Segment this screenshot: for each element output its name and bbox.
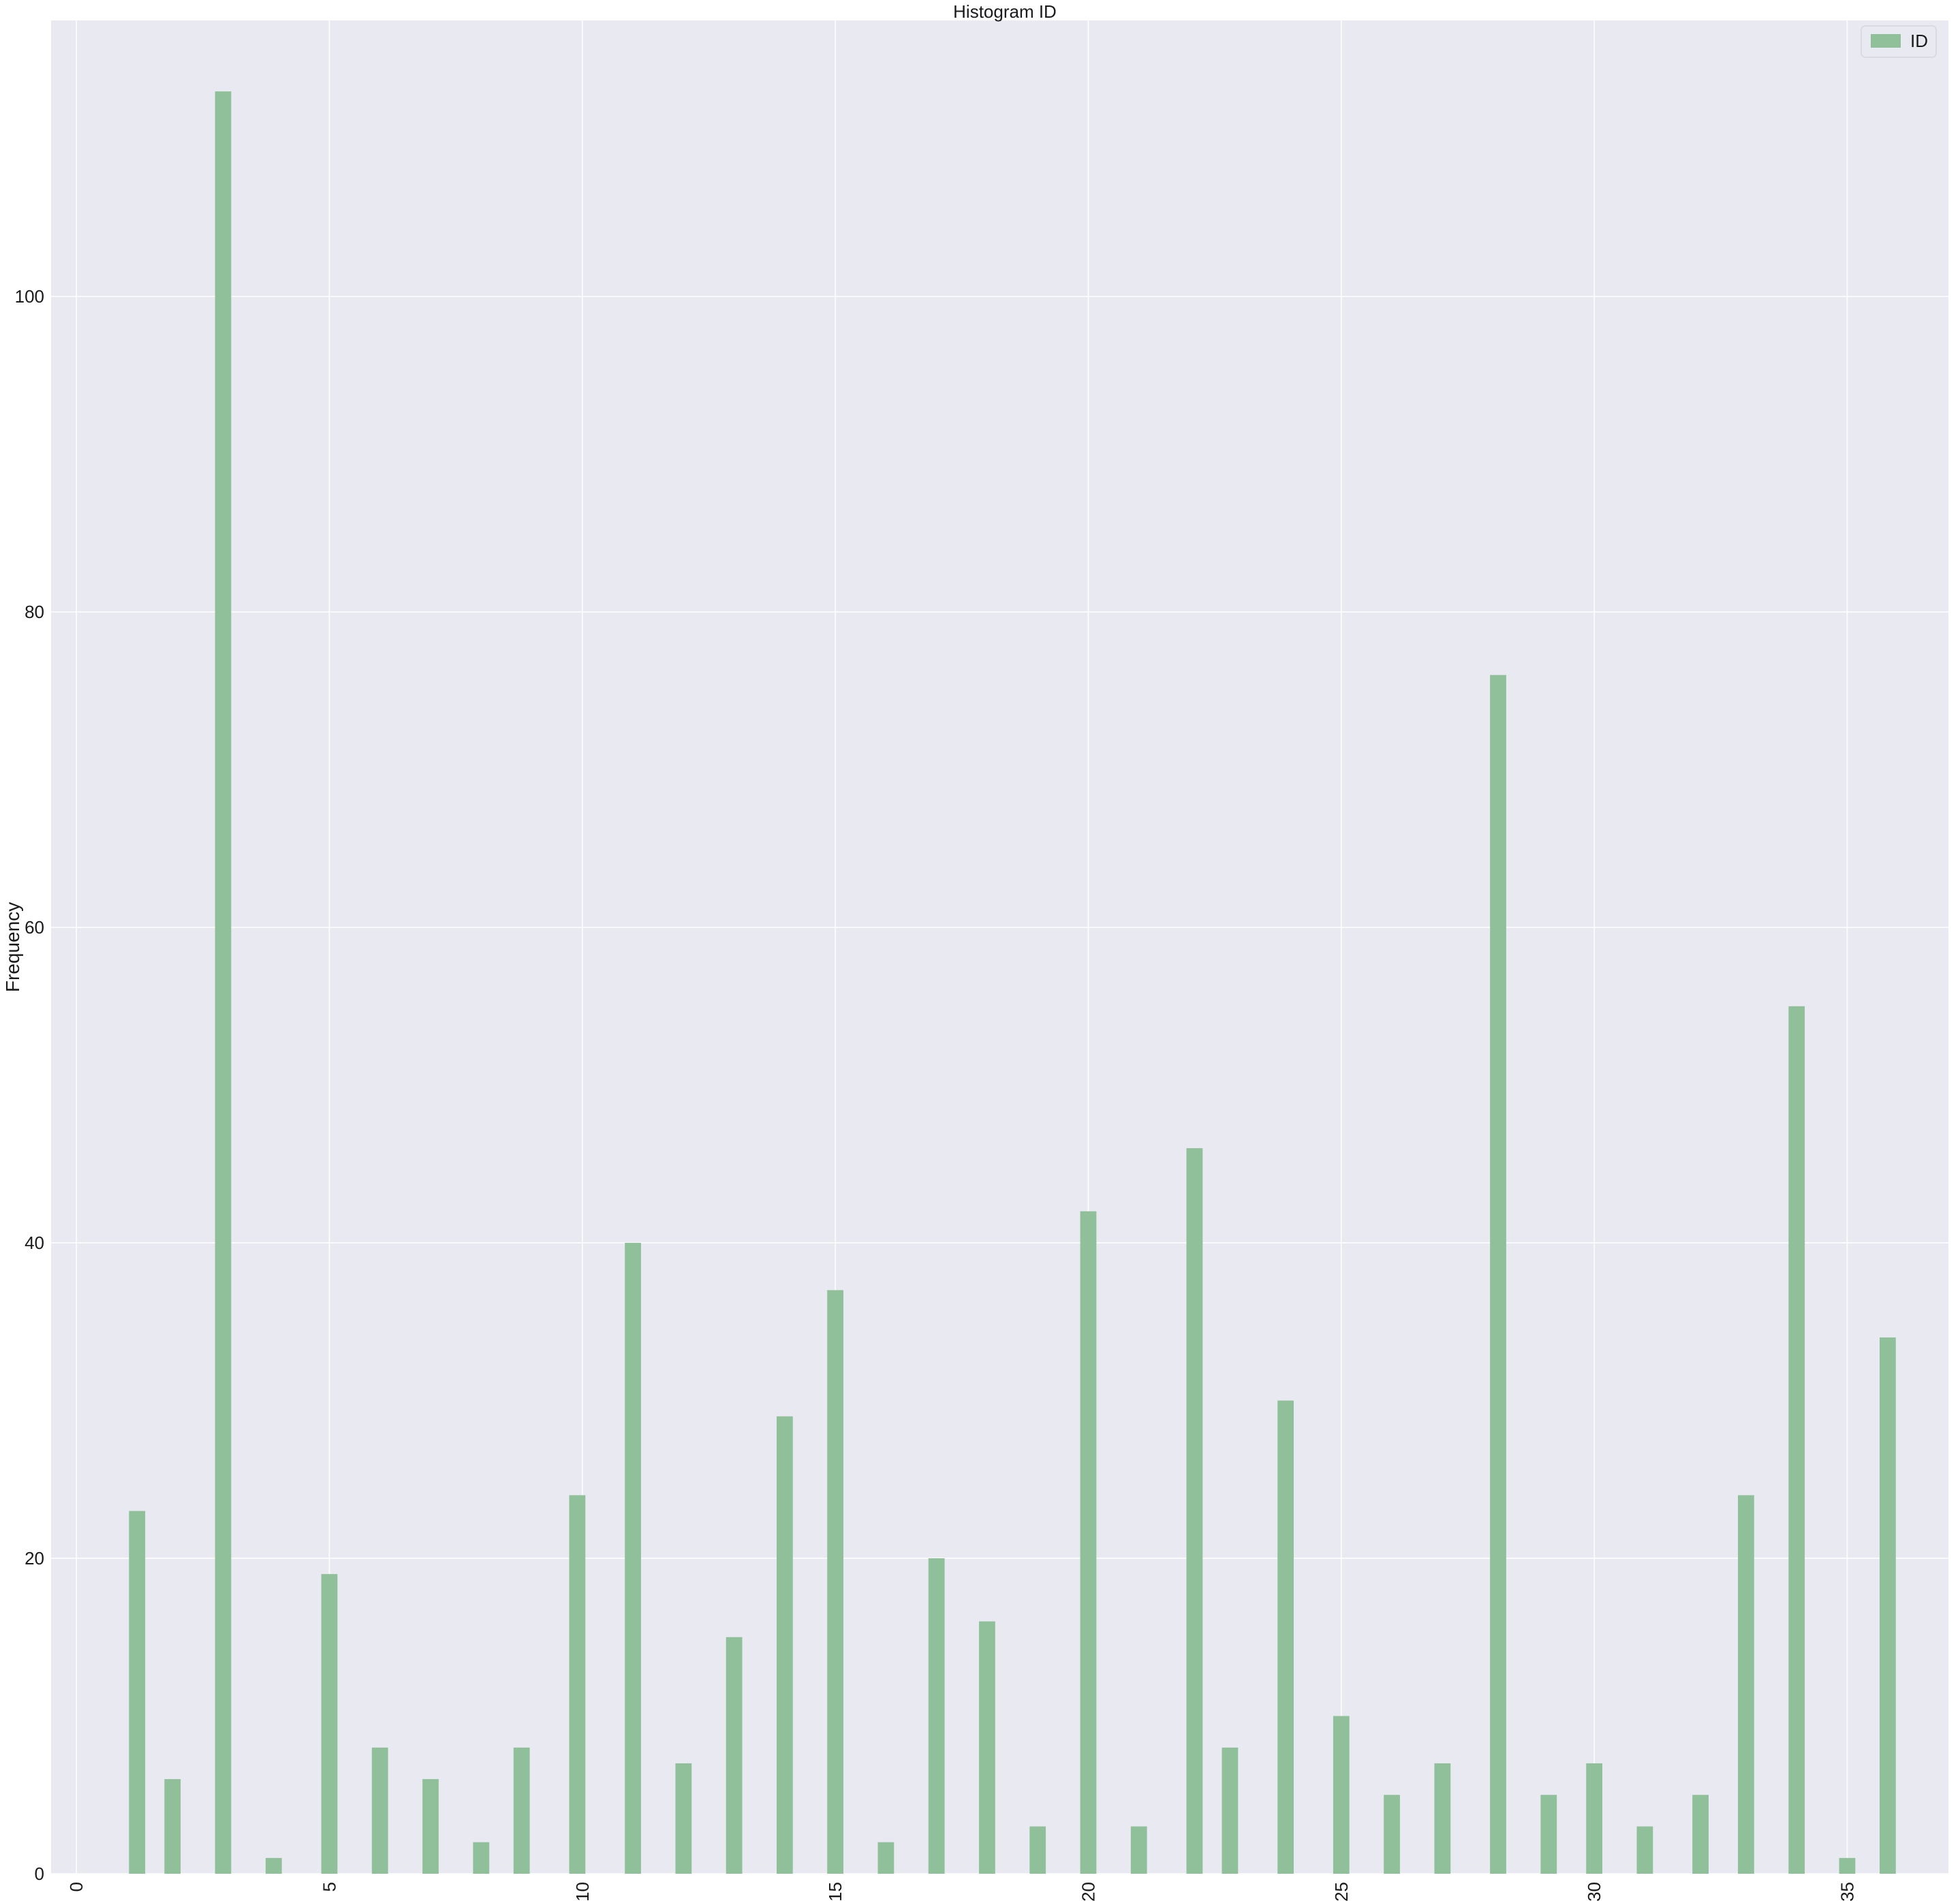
y-axis-title: Frequency — [2, 902, 23, 992]
y-tick-label: 60 — [25, 917, 44, 938]
histogram-bar — [1222, 1747, 1239, 1874]
histogram-bar — [625, 1243, 641, 1874]
histogram-bar — [1692, 1795, 1709, 1874]
y-tick-label: 40 — [25, 1233, 44, 1253]
histogram-bar — [675, 1763, 692, 1874]
histogram-bar — [877, 1842, 895, 1874]
plot-area — [51, 20, 1948, 1874]
histogram-bar — [1434, 1763, 1451, 1874]
histogram-bar — [1879, 1337, 1896, 1874]
y-tick-labels: 0 20 40 60 80 100 — [15, 286, 44, 1884]
histogram-bar — [215, 91, 232, 1874]
histogram-bar — [129, 1511, 146, 1874]
histogram-bar — [928, 1558, 945, 1874]
histogram-bar — [569, 1495, 586, 1874]
y-tick-label: 0 — [35, 1864, 44, 1884]
histogram-bar — [1839, 1857, 1856, 1874]
histogram-bar — [265, 1857, 282, 1874]
histogram-bar — [371, 1747, 388, 1874]
x-tick-label: 15 — [825, 1882, 845, 1901]
histogram-bar — [422, 1779, 439, 1874]
x-tick-label: 25 — [1331, 1882, 1352, 1901]
legend: ID — [1861, 25, 1937, 58]
y-tick-label: 80 — [25, 602, 44, 622]
chart-title: Histogram ID — [953, 1, 1057, 22]
histogram-bar — [827, 1290, 844, 1874]
histogram-bar — [321, 1574, 338, 1874]
x-tick-labels: 0 5 10 15 20 25 30 35 — [66, 1882, 1857, 1901]
x-tick-label: 0 — [66, 1882, 87, 1891]
histogram-bar — [1186, 1148, 1203, 1874]
histogram-bar — [979, 1621, 995, 1874]
histogram-bar — [1788, 1006, 1805, 1874]
histogram-bar — [1277, 1400, 1294, 1874]
x-tick-label: 10 — [572, 1882, 593, 1901]
histogram-bar — [1130, 1826, 1147, 1874]
legend-label: ID — [1910, 31, 1928, 51]
histogram-bar — [1540, 1795, 1557, 1874]
histogram-bar — [776, 1416, 793, 1874]
histogram-bar — [1490, 675, 1506, 1874]
x-tick-label: 5 — [319, 1882, 339, 1891]
y-tick-label: 20 — [25, 1548, 44, 1568]
histogram-bar — [726, 1637, 743, 1874]
histogram-bar — [1333, 1716, 1350, 1874]
legend-swatch — [1871, 34, 1901, 48]
histogram-bar — [473, 1842, 490, 1874]
histogram-bar — [1586, 1763, 1603, 1874]
x-tick-label: 30 — [1584, 1882, 1604, 1901]
histogram-bar — [1636, 1826, 1653, 1874]
histogram-bar — [513, 1747, 530, 1874]
x-tick-label: 35 — [1837, 1882, 1857, 1901]
histogram-bar — [164, 1779, 181, 1874]
bars — [129, 91, 1896, 1874]
histogram-bar — [1738, 1495, 1754, 1874]
histogram-bar — [1029, 1826, 1046, 1874]
histogram-bar — [1080, 1211, 1097, 1874]
histogram-bar — [1384, 1795, 1400, 1874]
y-tick-label: 100 — [15, 286, 44, 307]
x-tick-label: 20 — [1078, 1882, 1098, 1901]
